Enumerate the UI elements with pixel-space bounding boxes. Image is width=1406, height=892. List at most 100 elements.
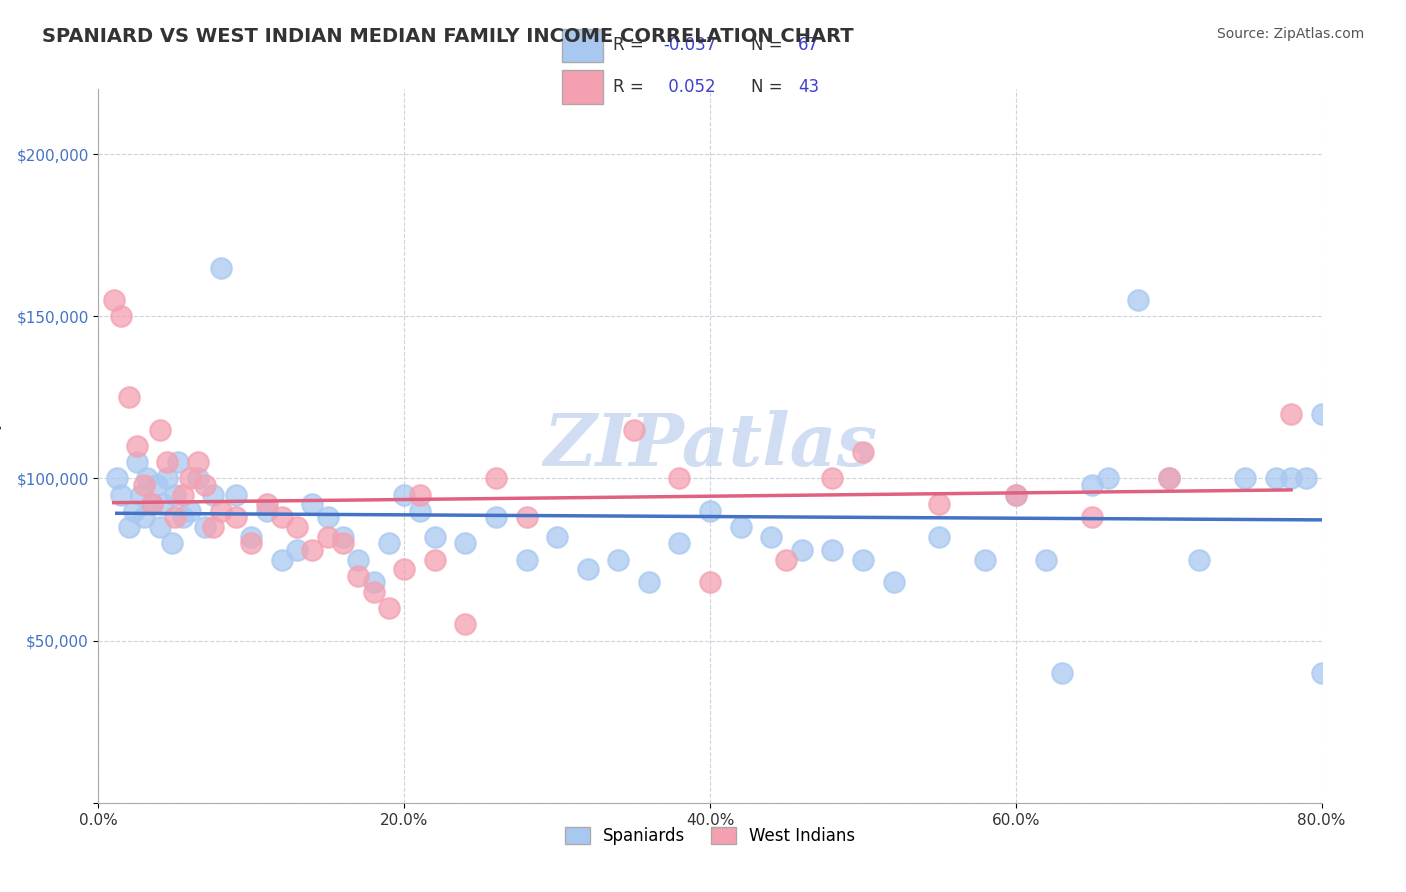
Point (194, 520, 217, 534)
Point (821, 471, 844, 485)
Point (699, 504, 721, 518)
Point (187, 455, 209, 469)
Text: N =: N = (751, 37, 787, 54)
Point (156, 455, 179, 469)
Point (454, 617, 477, 632)
Point (1097, 471, 1119, 485)
Text: R =: R = (613, 78, 648, 96)
Point (125, 439, 148, 453)
Point (347, 568, 370, 582)
Y-axis label: Median Family Income: Median Family Income (0, 353, 3, 539)
Point (668, 471, 690, 485)
Point (209, 504, 232, 518)
Point (1035, 552, 1057, 566)
Point (125, 455, 148, 469)
Point (256, 497, 278, 511)
Point (392, 562, 416, 576)
Point (1234, 471, 1257, 485)
Point (110, 310, 132, 324)
Point (156, 471, 179, 485)
Point (378, 536, 401, 550)
Point (852, 445, 875, 459)
Text: 43: 43 (799, 78, 820, 96)
Point (285, 520, 308, 534)
Point (408, 488, 430, 502)
Point (516, 552, 538, 566)
Point (623, 423, 645, 437)
Bar (562, 29, 603, 62)
Point (110, 488, 132, 502)
Point (202, 488, 225, 502)
Point (1081, 510, 1104, 524)
Point (256, 504, 278, 518)
Point (790, 542, 813, 557)
Point (316, 510, 339, 524)
Point (136, 471, 159, 485)
Point (103, 293, 125, 307)
Point (145, 478, 167, 492)
Point (1128, 293, 1150, 307)
Point (160, 536, 183, 550)
Point (149, 520, 172, 534)
Point (240, 530, 263, 544)
Point (775, 552, 797, 566)
Point (485, 510, 508, 524)
Point (118, 520, 141, 534)
Point (332, 536, 354, 550)
Point (637, 575, 661, 590)
Point (163, 510, 186, 524)
Point (141, 497, 163, 511)
Point (730, 520, 752, 534)
Point (699, 575, 721, 590)
Point (129, 488, 152, 502)
Point (172, 488, 194, 502)
Point (134, 478, 156, 492)
Point (301, 497, 323, 511)
Point (928, 497, 950, 511)
Point (134, 510, 156, 524)
Point (485, 471, 508, 485)
Point (172, 510, 194, 524)
Point (105, 471, 128, 485)
Point (423, 530, 446, 544)
Point (378, 601, 401, 615)
Point (668, 536, 690, 550)
Point (163, 488, 186, 502)
Point (285, 542, 308, 557)
Point (607, 552, 630, 566)
Point (270, 510, 294, 524)
Point (1157, 471, 1180, 485)
Point (1050, 666, 1073, 681)
Point (1310, 666, 1333, 681)
Point (1279, 471, 1302, 485)
Point (122, 504, 145, 518)
Point (225, 510, 247, 524)
Text: 0.052: 0.052 (664, 78, 716, 96)
Point (194, 478, 217, 492)
Point (761, 530, 783, 544)
Text: N =: N = (751, 78, 787, 96)
Point (316, 530, 339, 544)
Point (423, 552, 446, 566)
Point (141, 497, 163, 511)
Point (347, 552, 370, 566)
Point (179, 504, 201, 518)
Point (576, 562, 599, 576)
Point (852, 552, 875, 566)
Text: SPANIARD VS WEST INDIAN MEDIAN FAMILY INCOME CORRELATION CHART: SPANIARD VS WEST INDIAN MEDIAN FAMILY IN… (42, 27, 853, 45)
Point (392, 488, 416, 502)
Point (167, 455, 190, 469)
Point (1004, 488, 1026, 502)
Point (974, 552, 997, 566)
Point (1188, 552, 1211, 566)
Point (821, 542, 844, 557)
Point (187, 471, 209, 485)
Point (240, 536, 263, 550)
Text: R =: R = (613, 37, 648, 54)
Bar (562, 70, 603, 104)
Point (332, 530, 354, 544)
Point (883, 575, 905, 590)
Text: -0.037: -0.037 (664, 37, 717, 54)
Text: 67: 67 (799, 37, 820, 54)
Point (1004, 488, 1026, 502)
